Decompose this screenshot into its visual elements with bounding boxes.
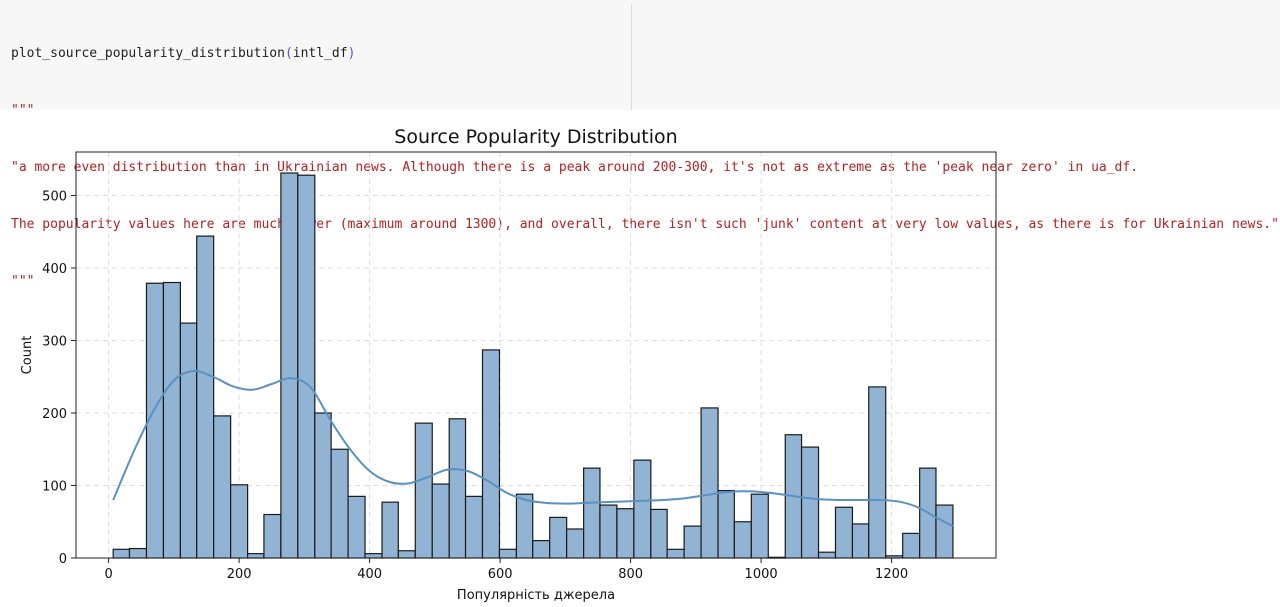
y-tick-label: 200: [42, 407, 67, 422]
histogram-bar: [431, 483, 450, 559]
kde-curve: [112, 369, 954, 527]
histogram-bar: [549, 516, 568, 559]
histogram-bar: [717, 489, 735, 559]
histogram-bar: [397, 550, 416, 559]
histogram-bar: [633, 459, 652, 559]
histogram-bar: [230, 484, 249, 559]
histogram-bar: [330, 448, 349, 559]
chart-title: Source Popularity Distribution: [394, 126, 677, 148]
grid-lines: [76, 152, 996, 559]
y-tick-label: 0: [59, 552, 67, 567]
histogram-bar: [162, 281, 181, 559]
histogram-bar: [902, 532, 921, 559]
histogram-chart: 0 200 400 600 800 1000 1200 0 100 200 300 400 500 S…: [20, 126, 997, 603]
histogram-bar: [280, 172, 299, 559]
y-axis-label: Count: [20, 336, 35, 375]
histogram-bar: [347, 495, 366, 559]
histogram-bar: [247, 553, 265, 559]
histogram-bar: [750, 493, 769, 559]
function-argument: intl_df: [292, 46, 348, 61]
x-tick-label: 200: [227, 567, 252, 582]
histogram-bar: [616, 508, 635, 559]
x-axis-label: Популярність джерела: [457, 588, 615, 603]
histogram-bar: [532, 540, 551, 559]
x-tick-label: 1000: [745, 567, 778, 582]
histogram-bar: [297, 174, 316, 559]
y-axis-ticks: 0 100 200 300 400 500: [42, 190, 76, 567]
histogram-bar: [868, 386, 887, 559]
histogram-bar: [599, 504, 618, 559]
histogram-bar: [650, 508, 668, 559]
histogram-bar: [179, 322, 198, 559]
docstring-close: """: [11, 274, 35, 289]
x-axis-ticks: 0 200 400 600 800 1000 1200: [104, 558, 908, 582]
y-tick-label: 400: [42, 262, 67, 277]
histogram-bar: [381, 501, 399, 559]
histogram-bar: [314, 412, 332, 559]
histogram-bar: [834, 506, 854, 559]
histogram-bar: [414, 422, 433, 559]
histogram-bar: [515, 493, 534, 559]
docstring-line-2: The popularity values here are much lowe…: [11, 217, 1279, 232]
x-tick-label: 1200: [875, 567, 908, 582]
cell-divider: [631, 4, 632, 110]
histogram-bar: [481, 349, 501, 559]
x-tick-label: 800: [618, 567, 643, 582]
histogram-bar: [213, 415, 232, 559]
histogram-bar: [448, 418, 467, 559]
x-tick-label: 400: [357, 567, 382, 582]
docstring-line-1: "a more even distribution than in Ukrain…: [11, 160, 1139, 175]
histogram-bar: [263, 513, 282, 559]
y-tick-label: 500: [42, 190, 67, 205]
histogram-bar: [498, 548, 518, 559]
close-paren: ): [347, 46, 356, 61]
histogram-bar: [700, 407, 719, 559]
histogram-bar: [112, 548, 131, 559]
histogram-bar: [583, 467, 601, 559]
x-tick-label: 0: [104, 567, 112, 582]
function-name: plot_source_popularity_distribution: [11, 46, 285, 61]
code-cell[interactable]: plot_source_popularity_distribution(intl…: [0, 0, 1280, 289]
histogram-bar: [683, 525, 702, 559]
code-editor[interactable]: plot_source_popularity_distribution(intl…: [11, 6, 1279, 329]
histogram-bar: [800, 446, 820, 559]
x-tick-label: 600: [488, 567, 513, 582]
docstring-open: """: [11, 103, 35, 118]
histogram-bar: [364, 553, 383, 559]
y-tick-label: 300: [42, 335, 67, 350]
histogram-bar: [128, 547, 148, 559]
histogram-bar: [666, 548, 685, 559]
histogram-bar: [566, 528, 585, 559]
plot-frame: [75, 151, 997, 559]
histogram-bar: [196, 235, 215, 559]
histogram-bar: [464, 495, 484, 559]
open-paren: (: [284, 46, 293, 61]
histogram-bar: [733, 521, 752, 559]
cell-output: 0 200 400 600 800 1000 1200 0 100 200 300 400 500 S…: [0, 110, 1280, 607]
histogram-bar: [851, 523, 870, 559]
histogram-bar: [817, 551, 837, 559]
y-tick-label: 100: [42, 480, 67, 495]
code-line-call: plot_source_popularity_distribution(intl…: [11, 44, 1279, 63]
histogram-bar: [935, 504, 954, 559]
